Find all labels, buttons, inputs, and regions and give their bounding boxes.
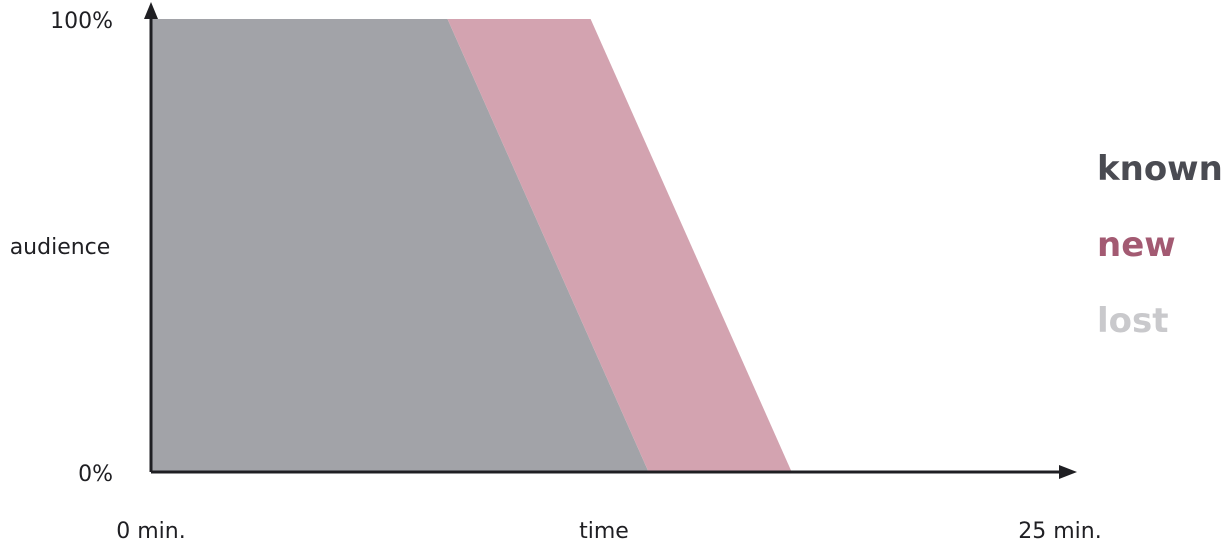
area-new	[447, 19, 792, 472]
x-axis-title: time	[579, 519, 629, 541]
y-axis-arrowhead	[144, 2, 158, 19]
area-series-layer	[151, 19, 792, 472]
y-axis-title: audience	[10, 235, 111, 260]
x-tick-label-end: 25 min.	[1018, 519, 1101, 541]
y-tick-label-top: 100%	[50, 9, 113, 34]
legend-item-lost: lost	[1097, 301, 1169, 341]
legend-item-known: known	[1097, 149, 1223, 189]
legend: known new lost	[1097, 149, 1223, 341]
area-known	[151, 19, 649, 472]
y-tick-label-bottom: 0%	[78, 462, 113, 487]
legend-item-new: new	[1097, 225, 1176, 265]
x-tick-label-start: 0 min.	[116, 519, 185, 541]
x-axis-arrowhead	[1059, 465, 1077, 479]
